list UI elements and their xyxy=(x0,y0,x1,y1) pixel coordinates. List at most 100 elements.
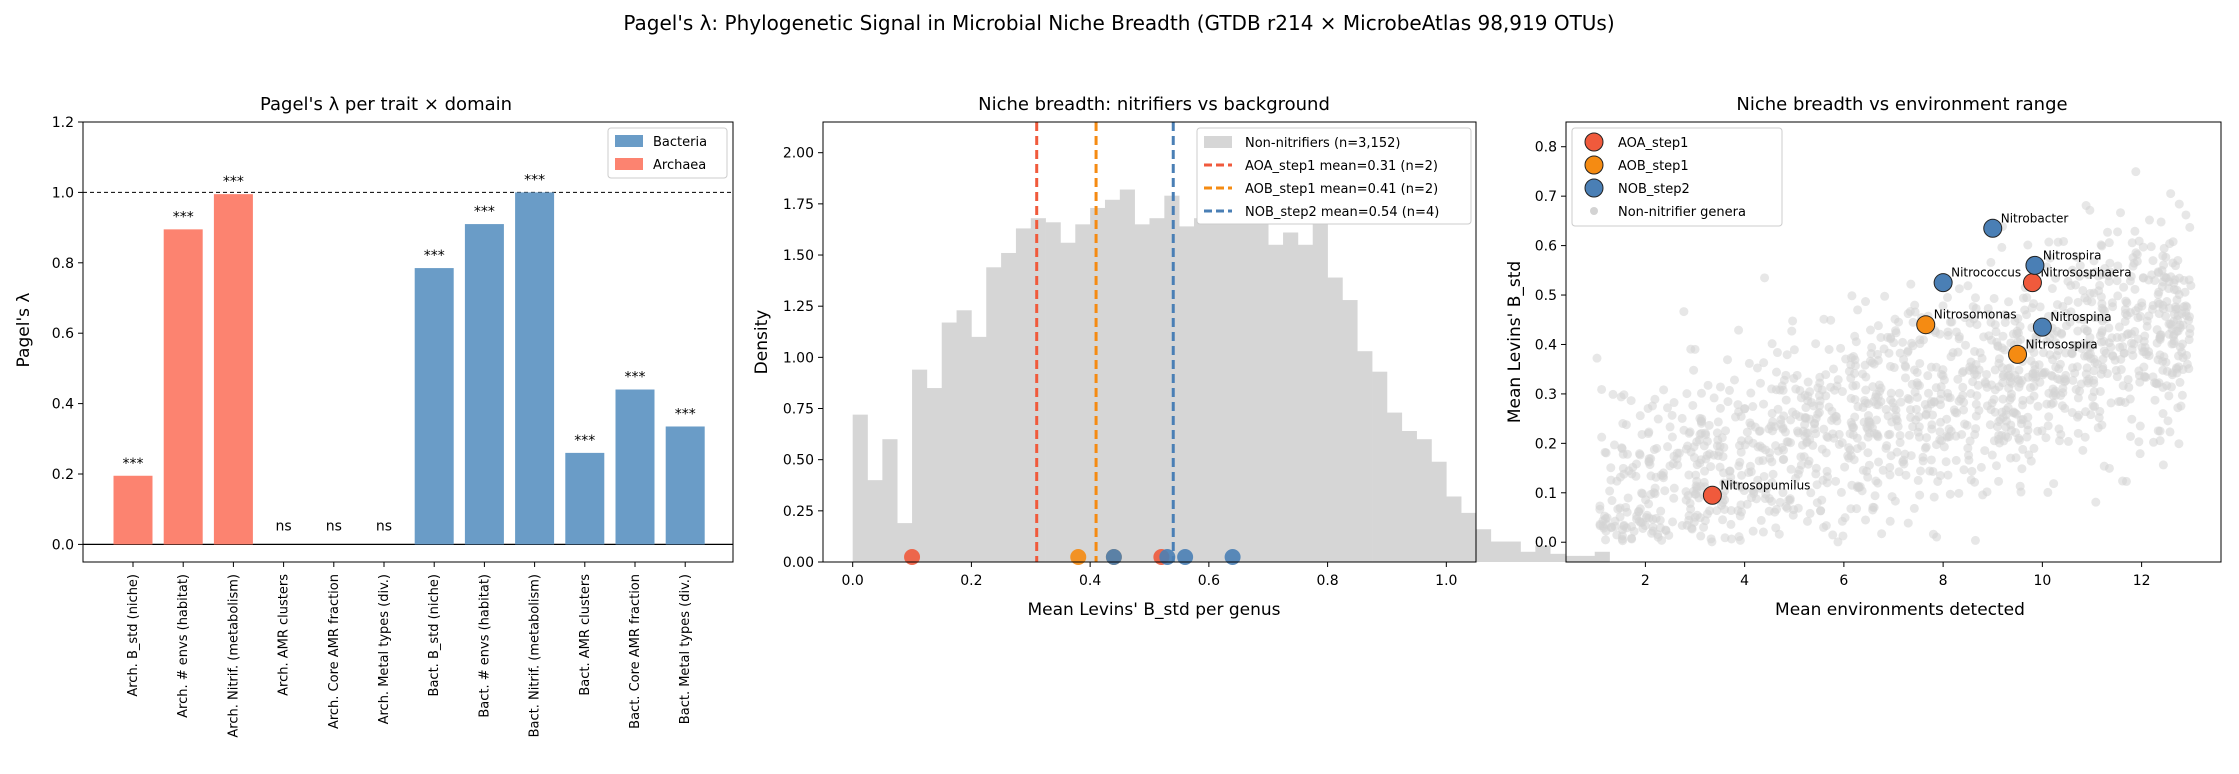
chart3-background-point xyxy=(2032,334,2042,344)
chart3-background-point xyxy=(1725,477,1735,487)
chart3-background-point xyxy=(1881,404,1891,414)
chart3-highlight-point xyxy=(2032,317,2052,337)
chart2-hist-bin xyxy=(1520,551,1536,562)
chart3-background-point xyxy=(1891,405,1901,415)
chart3-background-point xyxy=(1744,468,1754,478)
chart3-background-point xyxy=(2061,321,2071,331)
chart3-background-point xyxy=(1855,482,1865,492)
chart3-background-point xyxy=(1752,363,1762,373)
chart3-background-point xyxy=(1645,460,1655,470)
chart3-background-point xyxy=(2096,240,2106,250)
chart3-background-point xyxy=(1744,358,1754,368)
chart3-background-point xyxy=(1715,441,1725,451)
chart3-background-point xyxy=(1631,459,1641,469)
chart3-background-point xyxy=(1858,369,1868,379)
chart3-background-point xyxy=(1887,492,1897,502)
chart1-significance-label: ns xyxy=(276,518,292,534)
lambda-bar-chart: Pagel's λ per trait × domain Pagel's λ 0… xyxy=(14,94,734,738)
chart3-background-point xyxy=(1705,506,1715,516)
chart3-background-point xyxy=(1669,493,1679,503)
chart3-background-point xyxy=(1715,403,1725,413)
chart3-background-point xyxy=(1991,461,2001,471)
chart3-background-point xyxy=(2011,428,2021,438)
chart3-background-point xyxy=(1986,317,1996,327)
chart3-background-point xyxy=(1821,448,1831,458)
chart3-background-point xyxy=(1943,392,1953,402)
chart1-significance-label: *** xyxy=(675,406,696,422)
chart3-background-point xyxy=(1926,397,1936,407)
chart3-background-point xyxy=(1748,526,1758,536)
chart3-background-point xyxy=(1831,476,1841,486)
chart3-background-point xyxy=(1870,491,1880,501)
chart3-background-point xyxy=(2029,443,2039,453)
chart3-background-point xyxy=(1963,443,1973,453)
chart3-xtick-label: 8 xyxy=(1939,573,1948,589)
chart2-hist-bin xyxy=(1045,222,1061,563)
chart3-background-point xyxy=(1618,536,1628,546)
chart3-background-point xyxy=(1623,493,1633,503)
chart3-background-point xyxy=(2095,313,2105,323)
chart3-background-point xyxy=(1811,469,1821,479)
chart3-background-point xyxy=(2071,384,2081,394)
chart2-hist-bin xyxy=(867,480,883,562)
chart2-frame xyxy=(822,121,1477,563)
chart3-background-point xyxy=(2153,426,2163,436)
chart3-background-point xyxy=(2067,265,2077,275)
chart3-background-point xyxy=(1726,519,1736,529)
chart3-background-point xyxy=(2081,407,2091,417)
chart3-background-point xyxy=(2046,399,2056,409)
chart3-background-point xyxy=(2185,222,2195,232)
chart3-background-point xyxy=(2089,387,2099,397)
chart3-background-point xyxy=(1759,399,1769,409)
chart3-background-point xyxy=(1989,394,1999,404)
chart3-background-point xyxy=(1998,331,2008,341)
chart3-background-point xyxy=(1834,429,1844,439)
chart3-background-point xyxy=(2017,375,2027,385)
chart3-background-point xyxy=(1958,382,1968,392)
chart2-hist-bin xyxy=(1030,218,1046,563)
chart3-background-point xyxy=(1746,388,1756,398)
chart3-background-point xyxy=(2067,349,2077,359)
chart3-background-point xyxy=(1964,450,1974,460)
chart3-background-point xyxy=(1895,348,1905,358)
chart3-highlight-point xyxy=(1702,485,1722,505)
chart3-ytick-label: 0.8 xyxy=(1535,140,1557,156)
chart3-background-point xyxy=(2051,273,2061,283)
chart3-background-point xyxy=(2025,383,2035,393)
chart2-legend-box xyxy=(1196,127,1472,225)
chart3-background-point xyxy=(1706,462,1716,472)
chart3-background-point xyxy=(1965,362,1975,372)
chart3-background-point xyxy=(2134,366,2144,376)
chart3-point-label: Nitrosopumilus xyxy=(1720,478,1810,492)
chart3-background-point xyxy=(1696,428,1706,438)
chart3-background-point xyxy=(2095,280,2105,290)
chart3-background-point xyxy=(2175,377,2185,387)
chart3-background-point xyxy=(2053,374,2063,384)
chart3-background-point xyxy=(1891,328,1901,338)
chart3-background-point xyxy=(1788,316,1798,326)
chart3-background-point xyxy=(1689,365,1699,375)
chart3-background-point xyxy=(2078,315,2088,325)
chart2-xtick-label: 0.0 xyxy=(842,573,864,589)
chart3-background-point xyxy=(1725,385,1735,395)
chart3-background-point xyxy=(1938,301,1948,311)
chart3-background-point xyxy=(1914,422,1924,432)
chart2-hist-bin xyxy=(1149,218,1165,563)
chart2-hist-bin xyxy=(941,322,957,562)
legend-label-non-nitrifiers: Non-nitrifiers (n=3,152) xyxy=(1245,136,1400,151)
chart3-background-point xyxy=(1864,460,1874,470)
chart3-background-point xyxy=(2075,261,2085,271)
chart3-background-point xyxy=(2098,305,2108,315)
chart3-background-point xyxy=(1650,394,1660,404)
chart2-hist-bin xyxy=(1297,244,1314,562)
chart3-background-point xyxy=(1994,476,2004,486)
chart2-ytick-label: 0.75 xyxy=(783,402,814,418)
niche-histogram: Niche breadth: nitrifiers vs background … xyxy=(752,94,1610,620)
chart3-background-point xyxy=(2063,296,2073,306)
chart3-background-point xyxy=(1885,516,1895,526)
chart3-background-point xyxy=(1740,440,1750,450)
legend-marker-nob xyxy=(1584,178,1604,198)
chart3-background-point xyxy=(1753,475,1763,485)
chart3-background-point xyxy=(1990,407,2000,417)
chart3-point-label: Nitrososphaera xyxy=(2040,266,2131,280)
